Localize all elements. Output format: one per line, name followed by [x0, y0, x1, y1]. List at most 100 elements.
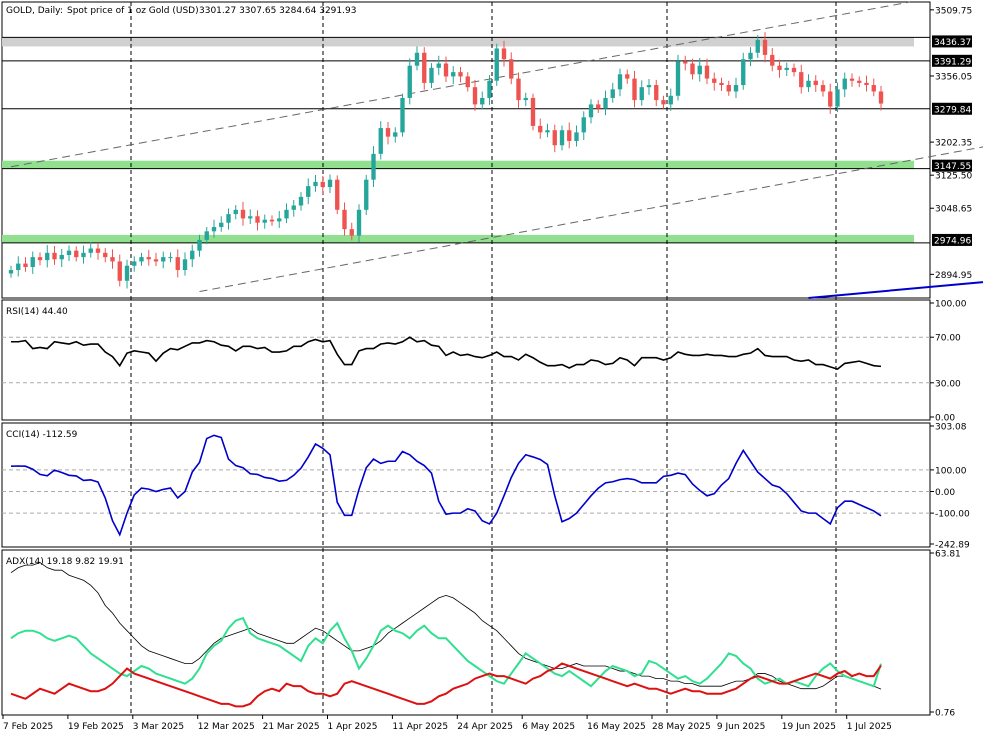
level-tag: 3147.55 — [932, 159, 972, 172]
candle-body — [393, 132, 398, 137]
candle-body — [219, 222, 224, 228]
candle-body — [871, 85, 876, 92]
date-label: 19 Feb 2025 — [68, 722, 124, 732]
cci-panel — [1, 422, 931, 548]
candle-body — [8, 270, 14, 274]
candle-body — [762, 39, 768, 55]
rsi-tick-label: 100.00 — [935, 300, 967, 310]
moving-average-line — [808, 281, 983, 299]
candle-body — [371, 153, 376, 180]
candle-body — [349, 229, 354, 236]
price-tick-label: 3356.05 — [935, 72, 972, 82]
candle-body — [494, 48, 499, 81]
candle-body — [103, 252, 108, 258]
candle-body — [16, 263, 21, 271]
candle-body — [632, 78, 637, 101]
candle-body — [298, 196, 304, 206]
candle-body — [95, 248, 101, 253]
rsi-tick-label: 70.00 — [935, 334, 961, 344]
candle-body — [74, 250, 79, 258]
cci-tick-label: 100.00 — [935, 466, 967, 476]
adx-di-plus-line — [10, 616, 882, 688]
level-tag-box — [932, 102, 972, 115]
candle-body — [712, 78, 717, 83]
candle-body — [799, 72, 804, 88]
candle-body — [559, 130, 565, 146]
level-tag: 2974.96 — [932, 233, 972, 246]
candle-body — [748, 52, 753, 60]
candle-body — [806, 80, 811, 88]
candle-body — [182, 259, 188, 271]
candle-body — [777, 65, 782, 70]
date-label: 7 Feb 2025 — [3, 722, 53, 732]
candle-body — [364, 179, 369, 210]
candle-body — [472, 87, 478, 105]
adx-panel — [1, 549, 931, 716]
candle-body — [313, 181, 318, 187]
candle-body — [661, 100, 666, 105]
candle-body — [835, 89, 840, 107]
price-axis: 3509.75 3356.05 3202.35 3125.50 3048.65 2894.… — [930, 6, 972, 719]
level-band — [2, 37, 914, 47]
candle-body — [610, 89, 615, 98]
candle-body — [407, 65, 412, 98]
adx-di-minus-line — [10, 662, 882, 708]
candle-body — [146, 257, 151, 260]
candle-body — [552, 130, 557, 146]
candle-body — [697, 65, 702, 75]
date-label: 28 May 2025 — [652, 722, 711, 732]
candle-body — [704, 65, 710, 79]
date-label: 11 Apr 2025 — [392, 722, 448, 732]
candle-body — [132, 261, 137, 266]
trend-channel — [10, 1, 983, 299]
candle-body — [30, 257, 35, 268]
candle-body — [81, 252, 86, 258]
candle-body — [683, 61, 688, 64]
candle-body — [639, 87, 644, 101]
candle-body — [654, 85, 659, 101]
candle-body — [190, 250, 195, 260]
date-axis: 7 Feb 2025 19 Feb 2025 3 Mar 2025 12 Mar 20… — [2, 715, 892, 732]
candle-body — [248, 216, 253, 219]
date-label: 19 Jun 2025 — [782, 722, 836, 732]
candle-body — [306, 186, 311, 197]
candle-body — [451, 72, 456, 77]
candle-body — [45, 252, 50, 261]
candle-body — [538, 125, 543, 133]
candle-body — [813, 80, 818, 86]
cci-label: CCI(14) -112.59 — [6, 430, 78, 440]
indicator-lines — [2, 336, 930, 708]
rsi-label: RSI(14) 44.40 — [6, 307, 68, 317]
date-label: 1 Apr 2025 — [328, 722, 378, 732]
candle-body — [784, 67, 789, 70]
candle-body — [414, 52, 420, 66]
candle-body — [66, 250, 72, 255]
rsi-tick-label: 30.00 — [935, 379, 961, 389]
candle-body — [625, 74, 630, 79]
level-tag: 3391.29 — [932, 54, 972, 67]
level-band — [2, 160, 914, 169]
candle-body — [52, 252, 57, 260]
price-tick-label: 3125.50 — [935, 172, 972, 182]
candle-body — [770, 54, 775, 66]
level-tag-text: 3391.29 — [934, 57, 971, 67]
candle-body — [443, 63, 449, 77]
rsi-tick-label: 0.00 — [935, 414, 955, 424]
level-tag-text: 3279.84 — [934, 105, 971, 115]
date-label: 6 May 2025 — [522, 722, 575, 732]
candle-body — [400, 97, 405, 133]
candle-body — [668, 95, 673, 105]
candle-body — [741, 59, 746, 86]
candle-body — [436, 63, 441, 68]
candle-body — [284, 209, 289, 219]
candle-body — [878, 91, 884, 104]
candle-body — [857, 80, 862, 83]
candle-body — [240, 209, 246, 219]
adx-main-line — [10, 562, 882, 690]
candle-body — [342, 209, 347, 230]
candle-body — [603, 97, 608, 109]
candle-body — [269, 219, 275, 222]
candle-body — [262, 219, 267, 223]
candle-body — [124, 265, 130, 281]
